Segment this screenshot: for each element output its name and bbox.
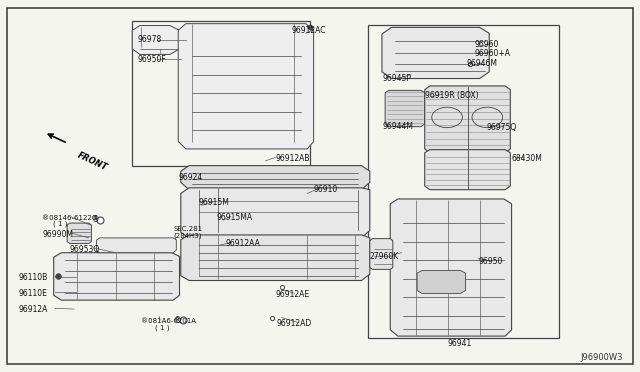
Text: 96945P: 96945P: [383, 74, 412, 83]
Text: 96978: 96978: [138, 35, 163, 44]
Text: ®08146-6122G: ®08146-6122G: [42, 215, 97, 221]
Text: 27960K: 27960K: [369, 252, 399, 261]
Text: 96960: 96960: [474, 40, 499, 49]
Text: 96950: 96950: [478, 257, 503, 266]
Text: 96915MA: 96915MA: [216, 213, 253, 222]
Text: ®081A6-6201A: ®081A6-6201A: [141, 318, 196, 324]
Text: 96912AD: 96912AD: [276, 320, 312, 328]
Text: ®: ®: [175, 316, 182, 325]
Polygon shape: [54, 253, 179, 300]
Text: 96915M: 96915M: [198, 198, 230, 207]
Polygon shape: [180, 166, 370, 190]
Text: 96944M: 96944M: [383, 122, 413, 131]
Text: 96110E: 96110E: [19, 289, 47, 298]
Text: 96912AE: 96912AE: [275, 290, 309, 299]
Bar: [368, 25, 559, 338]
Text: 68430M: 68430M: [511, 154, 543, 163]
Text: 96953Q: 96953Q: [70, 244, 100, 253]
Polygon shape: [390, 199, 511, 336]
Text: 96941: 96941: [448, 339, 472, 348]
Polygon shape: [180, 235, 370, 280]
Polygon shape: [97, 238, 176, 253]
Polygon shape: [132, 26, 179, 54]
Polygon shape: [178, 24, 314, 149]
Text: 96912AA: 96912AA: [225, 239, 260, 248]
Text: 96910: 96910: [314, 185, 338, 194]
Polygon shape: [425, 150, 510, 190]
Polygon shape: [385, 90, 425, 127]
Polygon shape: [417, 270, 466, 294]
Text: 96912AB: 96912AB: [275, 154, 310, 163]
Text: 96110B: 96110B: [19, 273, 48, 282]
Text: 96946M: 96946M: [467, 59, 498, 68]
Polygon shape: [425, 86, 510, 153]
Text: 96950F: 96950F: [138, 55, 167, 64]
Text: 96990M: 96990M: [42, 230, 73, 239]
Text: 96912A: 96912A: [19, 305, 48, 314]
Text: ( 1 ): ( 1 ): [156, 324, 170, 331]
Text: 96960+A: 96960+A: [474, 49, 511, 58]
Text: 96924: 96924: [178, 173, 202, 182]
Text: (284H3): (284H3): [173, 233, 202, 239]
Text: 96919R (BOX): 96919R (BOX): [426, 91, 479, 100]
Polygon shape: [67, 223, 92, 243]
Polygon shape: [370, 238, 393, 269]
Bar: [132, 21, 310, 166]
Text: 96912AC: 96912AC: [291, 26, 326, 35]
Polygon shape: [382, 28, 489, 78]
Text: FRONT: FRONT: [76, 151, 109, 173]
Text: ®: ®: [92, 216, 100, 225]
Polygon shape: [180, 188, 370, 238]
Text: ( 1 ): ( 1 ): [53, 221, 68, 227]
Text: SEC.281: SEC.281: [173, 226, 202, 232]
Text: J96900W3: J96900W3: [581, 353, 623, 362]
Text: 96975Q: 96975Q: [486, 123, 516, 132]
